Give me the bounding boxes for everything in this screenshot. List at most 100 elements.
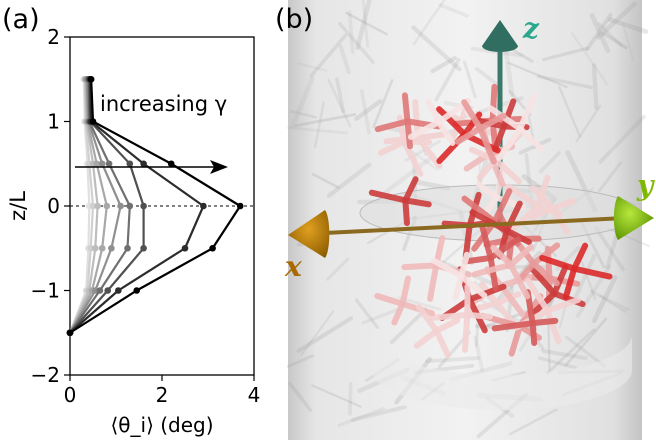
- tetrapod-arm: [505, 183, 542, 210]
- panel-b-3d-render: z x y (b): [275, 0, 655, 440]
- tetrapod-arm: [489, 83, 498, 124]
- background-fiber: [434, 57, 461, 102]
- background-fiber: [313, 101, 325, 149]
- data-point: [126, 202, 134, 210]
- tetrapod-arm: [374, 293, 406, 307]
- tetrapod-arm: [517, 125, 544, 152]
- background-fiber: [503, 44, 515, 98]
- panel-a-chart: (a) −2 −1 0 1 2 0 2 4 z/L ⟨θ_i⟩ (deg) increasi…: [2, 4, 260, 437]
- background-fiber: [541, 349, 588, 361]
- data-point: [167, 160, 175, 168]
- data-point: [98, 244, 106, 252]
- panel-a-label: (a): [2, 4, 40, 35]
- background-fiber: [326, 257, 350, 281]
- tetrapod-arm: [571, 265, 613, 280]
- y-axis-label-3d: y: [636, 169, 655, 202]
- tetrapod-arm: [490, 244, 514, 268]
- background-fiber: [411, 25, 462, 72]
- x-axis-label: ⟨θ_i⟩ (deg): [110, 413, 213, 437]
- tetrapod-arm: [469, 209, 510, 234]
- background-fiber: [470, 46, 524, 58]
- data-point: [104, 287, 112, 294]
- tetrapod-arm: [500, 98, 517, 130]
- tetrapod-arm: [436, 106, 468, 138]
- tetrapod-arm: [430, 257, 465, 280]
- annotation-increasing-gamma: increasing γ: [100, 92, 227, 116]
- tetrapod-arm: [507, 244, 534, 268]
- background-fiber: [294, 113, 357, 127]
- tetrapod-arm: [491, 188, 513, 225]
- data-point: [200, 202, 207, 210]
- tetrapod-arm: [378, 138, 408, 156]
- background-fiber: [287, 381, 313, 412]
- background-fiber: [596, 1, 637, 40]
- data-point: [87, 75, 95, 83]
- background-fiber: [589, 12, 611, 54]
- tetrapod-arm: [549, 197, 577, 212]
- increasing-arrow-head: [210, 160, 228, 174]
- tetrapod-arm: [391, 300, 406, 326]
- tetrapod-arm: [433, 327, 451, 358]
- tetrapod-arm: [462, 311, 471, 353]
- background-fiber: [327, 78, 352, 128]
- background-fiber: [286, 354, 315, 368]
- background-fiber: [337, 407, 386, 427]
- tetrapod-arm: [427, 262, 440, 302]
- tetrapod-arm: [530, 242, 561, 267]
- tetrapod-arm: [414, 131, 447, 141]
- tetrapod-arm: [529, 317, 559, 327]
- background-fiber: [473, 335, 485, 373]
- tetrapod-arm: [399, 275, 411, 307]
- tetrapod-arm: [435, 118, 456, 146]
- data-point: [124, 244, 131, 252]
- tetrapod-arm: [487, 236, 522, 261]
- tetrapod-arm: [414, 134, 443, 169]
- y-tick-label: 1: [47, 110, 60, 134]
- data-point: [93, 160, 100, 168]
- background-fiber: [508, 408, 558, 436]
- background-fiber: [382, 154, 436, 195]
- background-fiber: [536, 74, 594, 90]
- tetrapod-arm: [479, 222, 494, 261]
- background-fiber: [591, 63, 599, 110]
- data-point: [140, 202, 147, 210]
- background-fiber: [286, 126, 348, 135]
- background-fiber: [289, 109, 317, 119]
- tetrapod-arm: [413, 327, 440, 349]
- series-group: [66, 75, 244, 337]
- tetrapod-arm: [496, 125, 524, 162]
- data-point: [140, 244, 147, 252]
- tetrapod-arm: [525, 277, 551, 314]
- y-tick-label: 2: [47, 25, 60, 49]
- y-tick-label: −2: [31, 363, 60, 387]
- background-fiber: [538, 356, 578, 370]
- background-fiber: [621, 22, 635, 61]
- data-point: [133, 287, 140, 294]
- background-fiber: [361, 0, 370, 48]
- tetrapod-arm: [415, 304, 440, 334]
- xy-axis-shaft: [324, 216, 626, 235]
- background-fiber: [425, 356, 480, 364]
- tetrapod-arm: [571, 242, 589, 272]
- x-tick-label: 0: [64, 383, 77, 407]
- data-point: [89, 118, 97, 125]
- data-point: [66, 329, 74, 337]
- tetrapod-arm: [492, 156, 522, 185]
- tetrapod-arm: [492, 123, 507, 153]
- data-point: [126, 160, 134, 168]
- tetrapod-arm: [530, 260, 560, 287]
- x-tick-label: 2: [156, 383, 169, 407]
- background-fiber: [345, 11, 388, 36]
- background-fiber: [338, 44, 351, 74]
- background-fiber: [575, 104, 602, 143]
- background-fiber: [601, 31, 628, 50]
- tetrapod-arm: [503, 200, 523, 234]
- tetrapod-arm: [498, 274, 533, 289]
- tetrapod-arm: [544, 296, 581, 314]
- background-fiber: [597, 161, 623, 193]
- x-axis-label: x: [284, 250, 302, 283]
- background-fiber: [608, 17, 649, 35]
- background-fiber: [462, 60, 477, 99]
- background-fiber: [296, 316, 354, 353]
- tetrapod-arm: [368, 189, 409, 204]
